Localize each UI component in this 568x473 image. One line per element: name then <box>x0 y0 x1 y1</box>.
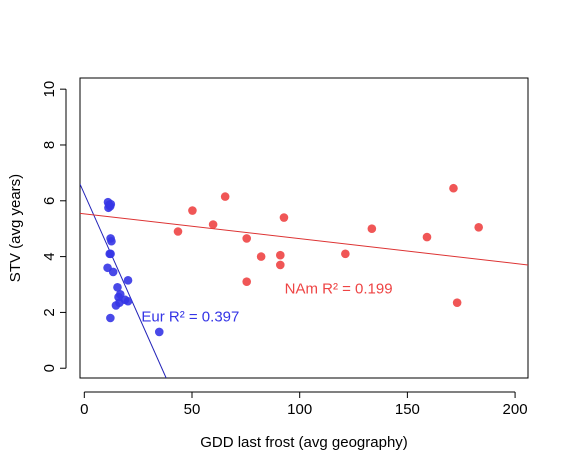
point-nam-12 <box>422 232 432 242</box>
point-eur-19 <box>106 313 115 323</box>
x-tick-label: 150 <box>395 401 420 418</box>
y-axis-title: STV (avg years) <box>7 174 24 282</box>
point-nam-0 <box>173 227 183 236</box>
point-nam-2 <box>208 220 218 229</box>
y-tick-label: 8 <box>41 141 58 149</box>
point-eur-17 <box>111 301 121 310</box>
point-nam-1 <box>188 206 197 215</box>
point-nam-10 <box>341 249 350 259</box>
point-eur-4 <box>106 199 116 209</box>
fit-lines <box>80 183 528 378</box>
point-nam-6 <box>256 252 266 261</box>
annotations: Eur R² = 0.397 NAm R² = 0.199 <box>141 281 392 326</box>
point-eur-10 <box>108 267 118 277</box>
point-nam-7 <box>276 250 285 260</box>
x-tick-label: 100 <box>287 401 312 418</box>
y-axis: 0 2 4 6 8 10 <box>41 81 67 372</box>
x-tick-label: 50 <box>184 401 201 418</box>
x-tick-label: 0 <box>80 401 88 418</box>
point-nam-4 <box>242 234 252 243</box>
x-tick-label: 200 <box>503 401 528 418</box>
fit-line-nam <box>80 212 528 266</box>
point-nam-11 <box>367 224 377 233</box>
x-axis-title: GDD last frost (avg geography) <box>200 434 408 451</box>
x-axis: 0 50 100 150 200 <box>80 391 528 418</box>
point-nam-13 <box>449 183 458 193</box>
y-tick-label: 6 <box>41 197 58 205</box>
point-nam-5 <box>242 277 252 287</box>
point-nam-14 <box>452 298 462 307</box>
plot-frame <box>79 77 529 379</box>
y-tick-label: 0 <box>41 364 58 372</box>
y-tick-label: 4 <box>41 252 58 260</box>
point-eur-11 <box>123 276 133 285</box>
point-nam-9 <box>279 213 289 222</box>
y-tick-label: 10 <box>41 81 58 98</box>
y-tick-label: 2 <box>41 308 58 316</box>
point-eur-6 <box>107 236 116 246</box>
point-eur-12 <box>113 283 122 292</box>
point-nam-15 <box>474 223 483 232</box>
fit-line-eur <box>80 183 167 378</box>
point-nam-8 <box>276 260 285 270</box>
point-eur-20 <box>154 327 164 337</box>
point-nam-3 <box>220 192 230 201</box>
point-eur-18 <box>123 296 133 306</box>
data-points <box>103 183 483 337</box>
r-squared-label-1: NAm R² = 0.199 <box>285 281 393 298</box>
point-eur-8 <box>106 249 115 259</box>
r-squared-label-0: Eur R² = 0.397 <box>141 309 239 326</box>
